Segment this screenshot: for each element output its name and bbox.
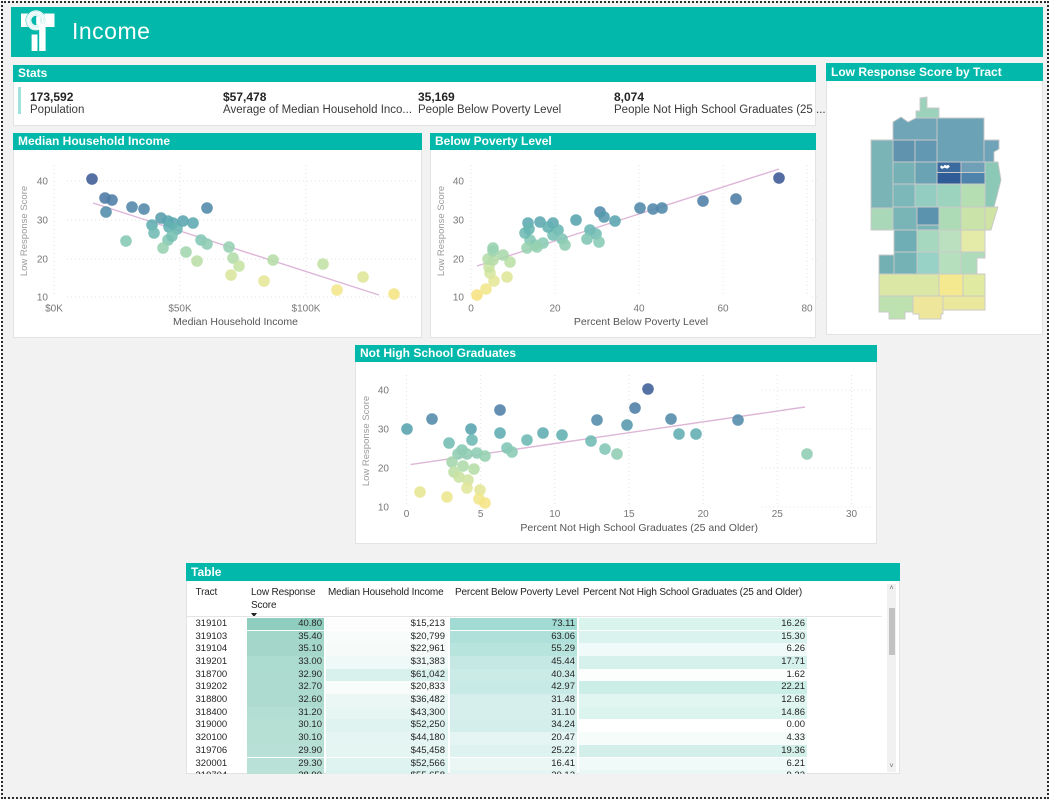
svg-text:10: 10 [549,509,561,520]
svg-text:Low Response Score: Low Response Score [19,186,30,276]
svg-text:Median Household Income: Median Household Income [173,316,298,328]
svg-text:$50K: $50K [168,304,192,315]
svg-text:15: 15 [623,509,635,520]
svg-text:10: 10 [453,293,465,304]
svg-text:40: 40 [378,386,390,397]
svg-text:40: 40 [633,304,645,315]
svg-text:Percent Not High School Gradua: Percent Not High School Graduates (25 an… [520,522,758,534]
svg-text:Low Response Score: Low Response Score [361,396,372,486]
svg-text:40: 40 [453,177,465,188]
svg-text:30: 30 [37,216,49,227]
svg-text:20: 20 [698,509,710,520]
svg-text:$0K: $0K [45,304,63,315]
svg-text:20: 20 [378,464,390,475]
svg-text:0: 0 [468,304,474,315]
svg-text:10: 10 [378,503,390,514]
svg-text:20: 20 [37,255,49,266]
svg-text:20: 20 [549,304,561,315]
svg-text:60: 60 [717,304,729,315]
svg-text:Percent Below Poverty Level: Percent Below Poverty Level [574,316,708,328]
svg-text:0: 0 [404,509,410,520]
svg-text:30: 30 [453,216,465,227]
svg-text:$100K: $100K [292,304,321,315]
svg-text:30: 30 [846,509,858,520]
svg-text:30: 30 [378,425,390,436]
svg-text:Low Response Score: Low Response Score [436,186,447,276]
svg-text:20: 20 [453,255,465,266]
svg-text:5: 5 [478,509,484,520]
svg-text:25: 25 [772,509,784,520]
svg-text:10: 10 [37,293,49,304]
svg-text:40: 40 [37,177,49,188]
svg-text:80: 80 [801,304,813,315]
